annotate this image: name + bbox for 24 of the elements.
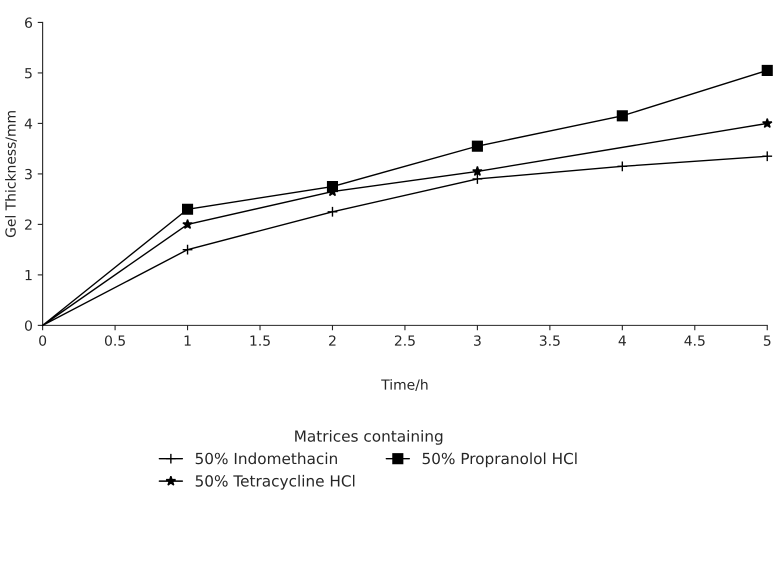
x-tick-label: 5	[764, 336, 770, 346]
y-axis-title: Gel Thickness/mm	[5, 111, 17, 238]
x-tick-label: 2	[329, 335, 336, 346]
x-tick-label: 3.5	[540, 335, 560, 346]
x-tick-label: 1.5	[250, 336, 270, 346]
x-tick-label: 0	[39, 335, 46, 346]
legend-label: 50% Indomethacin	[196, 452, 337, 464]
x-tick-label: 1	[184, 336, 191, 346]
legend-title: Matrices containing	[295, 430, 442, 445]
x-tick-label: 4.5	[684, 336, 705, 346]
y-tick-label: 2	[25, 219, 32, 230]
x-axis-title: Time/h	[381, 379, 428, 391]
x-tick-label: 4	[618, 336, 626, 346]
x-tick-label: 0.5	[104, 335, 125, 346]
legend-label: 50% Propranolol HCl	[422, 452, 577, 468]
x-tick-label: 3	[474, 335, 481, 346]
y-tick-label: 3	[25, 168, 32, 180]
y-tick-label: 6	[25, 17, 32, 28]
y-tick-label: 5	[25, 68, 32, 78]
y-tick-label: 0	[24, 320, 32, 331]
legend-label: 50% Tetracycline HCl	[196, 474, 354, 490]
y-tick-label: 4	[24, 118, 32, 129]
y-tick-label: 1	[26, 270, 32, 280]
x-tick-label: 2.5	[394, 335, 415, 346]
